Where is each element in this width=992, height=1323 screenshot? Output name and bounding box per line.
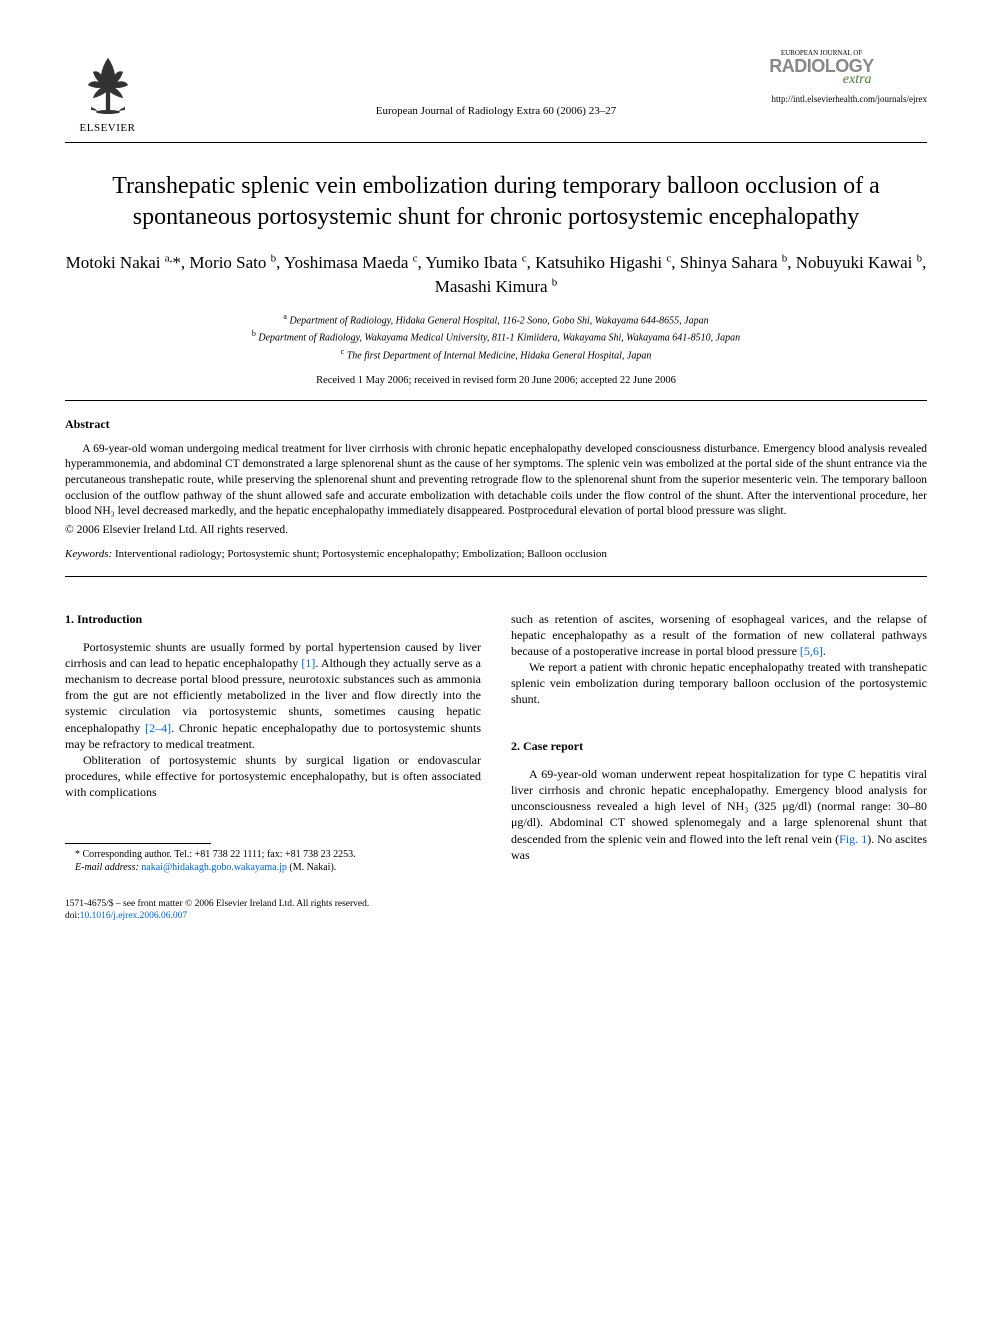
case-paragraph-1: A 69-year-old woman underwent repeat hos… xyxy=(511,766,927,863)
affiliations-block: a Department of Radiology, Hidaka Genera… xyxy=(65,311,927,363)
footnote-rule xyxy=(65,843,211,844)
journal-url[interactable]: http://intl.elsevierhealth.com/journals/… xyxy=(772,94,927,104)
keywords-line: Keywords: Interventional radiology; Port… xyxy=(65,548,927,560)
section-heading-case-report: 2. Case report xyxy=(511,738,927,754)
body-columns: 1. Introduction Portosystemic shunts are… xyxy=(65,611,927,874)
elsevier-logo: ELSEVIER xyxy=(65,50,150,134)
article-title: Transhepatic splenic vein embolization d… xyxy=(65,171,927,233)
keywords-label: Keywords: xyxy=(65,548,112,560)
section-heading-introduction: 1. Introduction xyxy=(65,611,481,627)
abstract-top-rule xyxy=(65,400,927,401)
elsevier-tree-icon xyxy=(73,50,143,120)
affiliation-line: c The first Department of Internal Medic… xyxy=(65,346,927,363)
abstract-heading: Abstract xyxy=(65,417,927,432)
abstract-bottom-rule xyxy=(65,576,927,577)
citation-link-5-6[interactable]: [5,6] xyxy=(800,644,823,658)
corresponding-author-footnote: * Corresponding author. Tel.: +81 738 22… xyxy=(65,848,481,861)
doi-link[interactable]: 10.1016/j.ejrex.2006.06.007 xyxy=(80,911,187,921)
citation-link-2-4[interactable]: [2–4] xyxy=(145,721,171,735)
email-footnote: E-mail address: nakai@hidakagh.gobo.waka… xyxy=(65,861,481,874)
header-rule xyxy=(65,142,927,143)
column-left: 1. Introduction Portosystemic shunts are… xyxy=(65,611,481,874)
page-footer-info: 1571-4675/$ – see front matter © 2006 El… xyxy=(65,898,927,923)
affiliation-line: b Department of Radiology, Wakayama Medi… xyxy=(65,328,927,345)
affiliation-line: a Department of Radiology, Hidaka Genera… xyxy=(65,311,927,328)
article-dates: Received 1 May 2006; received in revised… xyxy=(65,375,927,386)
email-link[interactable]: nakai@hidakagh.gobo.wakayama.jp xyxy=(141,862,287,873)
footnotes-block: * Corresponding author. Tel.: +81 738 22… xyxy=(65,848,481,874)
figure-link-1[interactable]: Fig. 1 xyxy=(839,832,867,846)
doi-line: doi:10.1016/j.ejrex.2006.06.007 xyxy=(65,910,927,922)
journal-logo-subtitle: extra xyxy=(772,72,872,88)
citation-link-1[interactable]: [1] xyxy=(301,656,315,670)
journal-logo-block: EUROPEAN JOURNAL OF RADIOLOGY extra http… xyxy=(772,50,927,104)
page-header: ELSEVIER European Journal of Radiology E… xyxy=(65,50,927,134)
intro-paragraph-2: Obliteration of portosystemic shunts by … xyxy=(65,752,481,801)
intro-paragraph-1: Portosystemic shunts are usually formed … xyxy=(65,639,481,752)
abstract-body: A 69-year-old woman undergoing medical t… xyxy=(65,442,927,520)
keywords-text: Interventional radiology; Portosystemic … xyxy=(112,548,607,560)
elsevier-label: ELSEVIER xyxy=(80,122,136,134)
intro-paragraph-2-cont: such as retention of ascites, worsening … xyxy=(511,611,927,660)
journal-reference: European Journal of Radiology Extra 60 (… xyxy=(376,105,616,117)
abstract-copyright: © 2006 Elsevier Ireland Ltd. All rights … xyxy=(65,524,927,536)
column-right: such as retention of ascites, worsening … xyxy=(511,611,927,874)
front-matter-line: 1571-4675/$ – see front matter © 2006 El… xyxy=(65,898,927,910)
intro-paragraph-3: We report a patient with chronic hepatic… xyxy=(511,659,927,708)
authors-line: Motoki Nakai a,*, Morio Sato b, Yoshimas… xyxy=(65,251,927,299)
